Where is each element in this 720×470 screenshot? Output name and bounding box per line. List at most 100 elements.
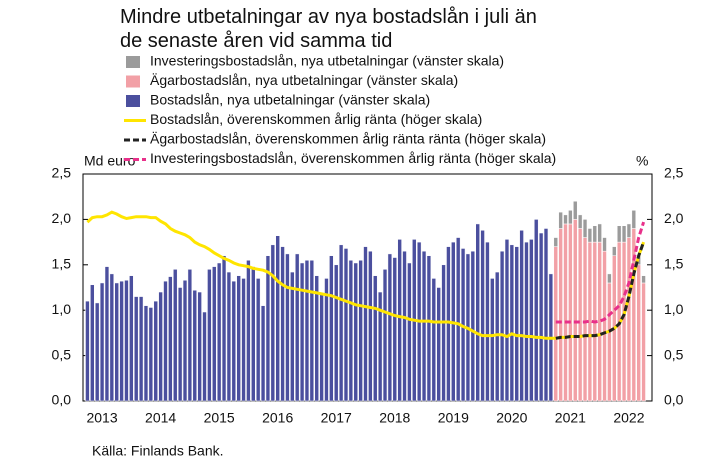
x-tick-label: 2017	[321, 410, 352, 426]
bar	[163, 280, 168, 402]
bar	[309, 260, 315, 402]
bar	[368, 250, 373, 402]
bar	[621, 241, 627, 402]
bar	[124, 279, 129, 402]
bar	[304, 260, 310, 402]
bar	[592, 225, 597, 243]
bar	[109, 273, 115, 402]
y2-tick-label: 1,0	[664, 301, 684, 317]
bar	[480, 230, 485, 402]
bar	[348, 260, 354, 402]
bar	[426, 255, 432, 402]
bar	[495, 271, 500, 402]
line	[86, 210, 646, 340]
bar	[607, 282, 612, 402]
bar	[470, 250, 476, 402]
bar	[436, 287, 441, 402]
bar	[621, 225, 627, 243]
x-tick-label: 2019	[438, 410, 469, 426]
bar	[173, 269, 178, 402]
bar	[255, 278, 261, 402]
bar	[402, 250, 407, 402]
bar	[329, 255, 334, 402]
bar	[407, 262, 412, 402]
bar	[573, 219, 578, 402]
y-tick-label: 1,0	[52, 301, 72, 317]
bar	[582, 219, 588, 238]
bar	[582, 237, 588, 402]
bar	[519, 230, 524, 402]
bar	[197, 291, 202, 402]
bar	[514, 246, 519, 402]
bar	[202, 311, 207, 402]
bar	[641, 282, 646, 402]
y2-tick-label: 2,0	[664, 210, 684, 226]
bar	[490, 278, 495, 402]
bar	[641, 275, 646, 284]
x-tick-label: 2018	[379, 410, 410, 426]
legend-swatch	[126, 75, 140, 88]
bar	[392, 257, 397, 402]
bar	[129, 275, 134, 402]
bar	[485, 241, 490, 402]
y-axis-title: Md euro	[84, 153, 136, 169]
x-tick-label: 2014	[145, 410, 176, 426]
bar	[553, 246, 558, 402]
bar	[295, 253, 300, 402]
bar	[563, 214, 568, 225]
legend-label: Investeringsbostadslån, nya utbetalninga…	[150, 53, 504, 69]
bar	[358, 260, 363, 402]
bar	[397, 239, 402, 402]
bar	[153, 300, 158, 402]
bar	[431, 278, 436, 402]
bar	[529, 239, 534, 402]
bar	[373, 275, 378, 402]
bar	[212, 266, 217, 402]
bar	[275, 235, 280, 402]
bar	[499, 250, 505, 402]
bar	[182, 279, 188, 402]
bar	[602, 250, 607, 402]
legend-label: Bostadslån, nya utbetalningar (vänster s…	[150, 92, 430, 108]
bar	[455, 237, 461, 402]
bar	[607, 273, 612, 284]
chart-title: Mindre utbetalningar av nya bostadslån i…	[120, 6, 537, 52]
bar	[475, 223, 480, 402]
bar	[538, 232, 544, 402]
legend-swatch	[126, 95, 140, 107]
bar	[90, 284, 95, 402]
source: Källa: Finlands Bank.	[92, 443, 224, 459]
bar	[421, 250, 427, 402]
line	[555, 241, 646, 340]
bar	[577, 228, 583, 402]
bar	[558, 228, 563, 402]
bar	[597, 223, 602, 243]
x-tick-label: 2016	[262, 410, 293, 426]
bar	[285, 253, 290, 402]
bar	[558, 211, 563, 229]
bar	[446, 246, 451, 402]
bar	[216, 262, 222, 402]
bar	[299, 262, 305, 402]
bar	[265, 255, 271, 402]
bar	[573, 200, 578, 220]
bar	[636, 264, 641, 402]
bar	[104, 266, 110, 402]
bar	[236, 275, 241, 402]
line	[555, 221, 646, 324]
bar	[319, 293, 324, 402]
legend-label: Ägarbostadslån, överenskommen årlig ränt…	[150, 131, 546, 147]
bar	[616, 225, 622, 243]
legend-label: Ägarbostadslån, nya utbetalningar (vänst…	[150, 72, 458, 88]
bar	[168, 276, 173, 402]
x-tick-label: 2013	[86, 410, 117, 426]
bar	[241, 278, 246, 402]
bar	[226, 271, 232, 402]
bar	[568, 223, 573, 402]
bar	[192, 289, 197, 402]
x-tick-label: 2015	[204, 410, 235, 426]
legend-label: Investeringsbostadslån, överenskommen år…	[150, 150, 556, 166]
bar	[382, 269, 388, 402]
x-tick-label: 2021	[555, 410, 586, 426]
